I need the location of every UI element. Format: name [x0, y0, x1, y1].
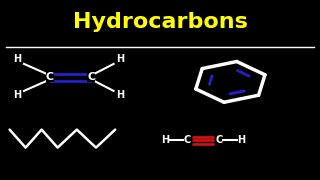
Text: H: H — [13, 54, 22, 64]
Text: C: C — [45, 72, 54, 82]
Text: C: C — [87, 72, 95, 82]
Text: H: H — [13, 90, 22, 100]
Text: Hydrocarbons: Hydrocarbons — [73, 12, 247, 32]
Text: C: C — [184, 135, 191, 145]
Text: H: H — [116, 54, 124, 64]
Text: C: C — [216, 135, 223, 145]
Text: H: H — [161, 135, 169, 145]
Text: H: H — [237, 135, 246, 145]
Text: H: H — [116, 90, 124, 100]
